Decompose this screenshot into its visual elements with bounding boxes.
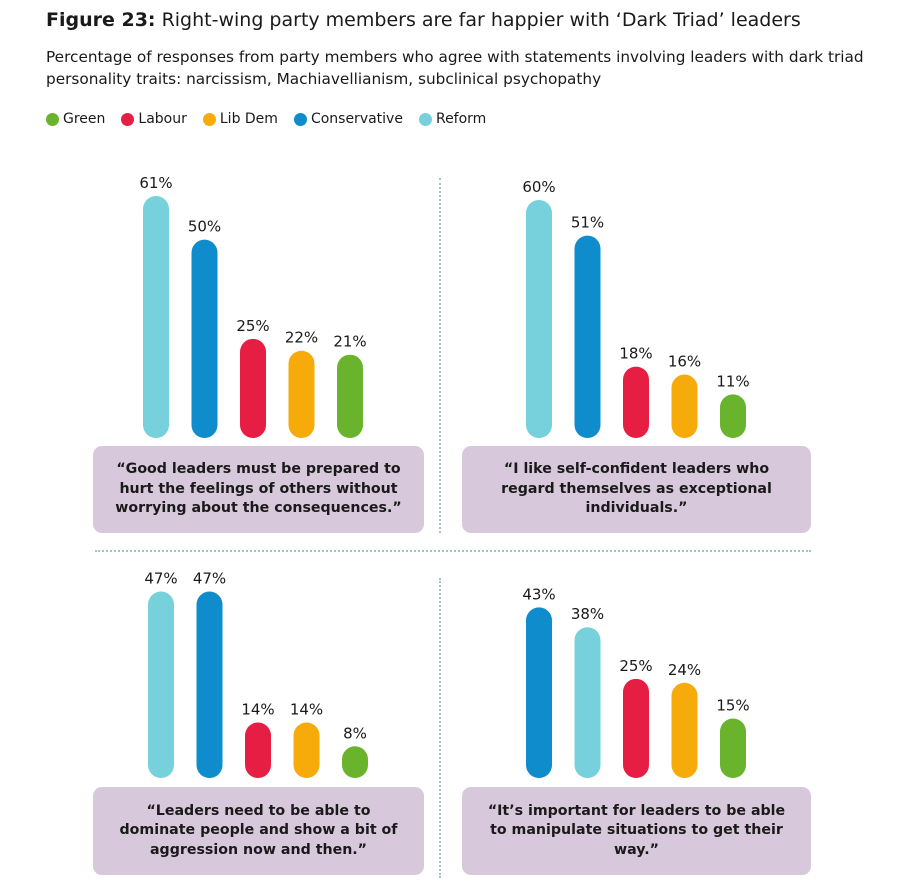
legend: Green Labour Lib Dem Conservative Reform [46, 111, 486, 127]
legend-item-libdem: Lib Dem [202, 111, 278, 127]
data-label-lib-dem: 14% [290, 700, 323, 718]
data-label-reform: 47% [144, 570, 177, 588]
bar-labour [240, 338, 266, 438]
chart-panel-3: 47% 47% 14% 14% 8% [144, 570, 368, 778]
data-label-lib-dem: 22% [285, 329, 318, 347]
data-label-green: 15% [716, 696, 749, 714]
bar-green [337, 354, 363, 438]
legend-swatch-green [46, 112, 59, 126]
data-label-reform: 60% [522, 178, 555, 196]
bar-conservative [196, 591, 223, 778]
vertical-divider-top [439, 178, 441, 533]
legend-label-labour: Labour [138, 111, 187, 127]
data-label-labour: 25% [619, 657, 652, 675]
data-label-reform: 61% [139, 174, 172, 192]
data-label-lib-dem: 16% [668, 353, 701, 371]
legend-swatch-reform [418, 112, 432, 126]
bar-green [720, 718, 746, 778]
bar-labour [623, 366, 649, 438]
bar-green [720, 394, 746, 438]
legend-item-labour: Labour [121, 111, 187, 127]
data-label-conservative: 47% [193, 570, 226, 588]
chart-panel-2: 60% 51% 18% 16% 11% [522, 178, 750, 438]
bar-conservative [574, 235, 601, 438]
figure-number: Figure 23: [46, 9, 156, 31]
legend-label-conservative: Conservative [310, 111, 403, 127]
figure-title-text: Right-wing party members are far happier… [161, 9, 801, 31]
chart-panel-4: 43% 38% 25% 24% 15% [522, 585, 750, 778]
bar-lib-dem [288, 350, 315, 438]
data-label-conservative: 51% [571, 214, 604, 232]
data-label-conservative: 43% [522, 585, 555, 603]
quote-box-1: “Good leaders must be prepared to hurt t… [93, 446, 424, 533]
bar-reform [574, 627, 601, 778]
bar-green [342, 746, 368, 778]
bar-labour [623, 678, 649, 778]
legend-label-green: Green [63, 111, 106, 127]
data-label-labour: 25% [236, 317, 269, 335]
bar-conservative [191, 239, 218, 438]
data-label-lib-dem: 24% [668, 661, 701, 679]
chart-title: Figure 23: Right-wing party members are … [46, 9, 801, 31]
bar-labour [245, 722, 271, 778]
horizontal-divider [95, 550, 811, 552]
legend-swatch-labour [121, 112, 135, 126]
chart-subtitle: Percentage of responses from party membe… [46, 48, 864, 88]
data-label-labour: 18% [619, 345, 652, 363]
legend-swatch-conservative [293, 112, 307, 126]
chart-panel-1: 61% 50% 25% 22% 21% [139, 174, 367, 438]
quote-box-4: “It’s important for leaders to be able t… [462, 787, 811, 875]
legend-item-green: Green [46, 111, 105, 127]
legend-swatch-libdem [202, 112, 216, 126]
quote-box-3: “Leaders need to be able to dominate peo… [93, 787, 424, 875]
bar-conservative [526, 607, 552, 778]
bar-reform [143, 196, 169, 438]
data-label-labour: 14% [241, 700, 274, 718]
data-label-reform: 38% [571, 605, 604, 623]
quote-box-2: “I like self-confident leaders who regar… [462, 446, 811, 533]
bar-reform [148, 591, 174, 778]
legend-label-reform: Reform [435, 111, 487, 127]
legend-item-conservative: Conservative [293, 111, 403, 127]
bar-reform [526, 199, 552, 438]
data-label-green: 21% [333, 333, 366, 351]
bar-lib-dem [671, 682, 698, 778]
data-label-conservative: 50% [188, 218, 221, 236]
legend-label-libdem: Lib Dem [219, 111, 278, 127]
data-label-green: 8% [343, 724, 367, 742]
bar-lib-dem [671, 374, 698, 438]
legend-item-reform: Reform [418, 111, 487, 127]
data-label-green: 11% [716, 372, 749, 390]
vertical-divider-bottom [439, 578, 441, 878]
bar-lib-dem [293, 722, 320, 778]
